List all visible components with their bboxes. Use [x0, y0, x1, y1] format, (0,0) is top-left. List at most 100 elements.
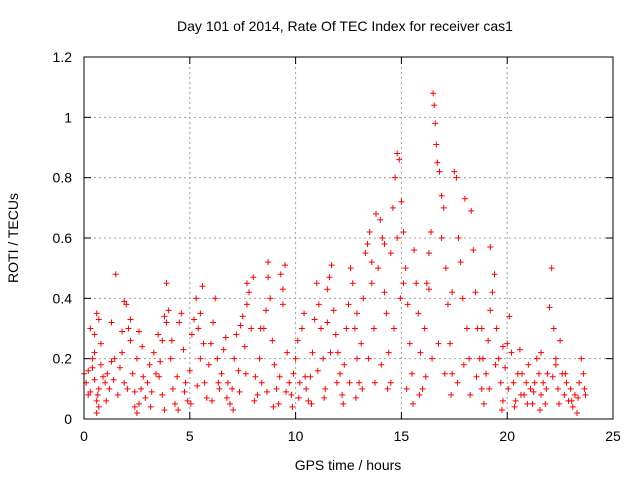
data-point: [394, 235, 401, 241]
data-point: [433, 141, 440, 148]
data-point: [322, 385, 329, 392]
data-point: [435, 340, 442, 347]
x-tick-label: 5: [186, 428, 194, 444]
data-point: [430, 90, 437, 97]
data-point: [487, 307, 494, 314]
data-point: [205, 361, 212, 368]
data-point: [121, 379, 128, 386]
x-tick-label: 0: [80, 428, 88, 444]
data-point: [353, 355, 360, 362]
data-point: [538, 391, 545, 398]
x-tick-label: 25: [605, 428, 621, 444]
data-point: [491, 271, 498, 278]
data-point: [387, 250, 394, 257]
data-point: [377, 216, 384, 223]
data-point: [140, 373, 147, 380]
data-point: [428, 228, 435, 235]
data-point: [155, 331, 162, 338]
data-point: [365, 355, 372, 362]
data-point: [410, 400, 417, 407]
data-point: [581, 385, 588, 392]
data-point: [123, 301, 130, 308]
data-point: [224, 379, 231, 386]
data-point: [408, 370, 415, 377]
data-point: [568, 397, 575, 404]
data-point: [546, 304, 553, 311]
data-point: [470, 247, 477, 254]
data-point: [397, 295, 404, 302]
data-point: [305, 397, 312, 404]
data-point: [498, 406, 505, 413]
data-point: [258, 379, 265, 386]
data-point: [483, 370, 490, 377]
data-point: [252, 373, 259, 380]
data-point: [317, 325, 324, 332]
data-point: [182, 379, 189, 386]
data-point: [394, 150, 401, 157]
data-point: [400, 280, 407, 287]
data-point: [453, 174, 460, 181]
data-point: [265, 259, 272, 266]
data-point: [262, 307, 269, 314]
data-point: [279, 301, 286, 308]
data-point: [523, 379, 530, 386]
y-tick-label: 0.4: [53, 290, 73, 306]
data-point: [108, 358, 115, 365]
data-point: [273, 385, 280, 392]
data-point: [326, 274, 333, 281]
chart-title: Day 101 of 2014, Rate Of TEC Index for r…: [177, 18, 513, 34]
data-point: [271, 361, 278, 368]
data-point: [370, 325, 377, 332]
data-point: [461, 195, 468, 202]
data-point: [422, 373, 429, 380]
x-tick-label: 15: [394, 428, 410, 444]
data-point: [91, 349, 98, 356]
data-point: [569, 403, 576, 410]
data-point: [108, 319, 115, 326]
data-point: [432, 120, 439, 127]
plot-frame: [83, 56, 614, 420]
data-point: [383, 310, 390, 317]
data-point: [265, 274, 272, 281]
data-point: [479, 355, 486, 362]
data-point: [237, 322, 244, 329]
data-point: [425, 250, 432, 257]
data-point: [93, 409, 100, 416]
data-point: [552, 361, 559, 368]
data-point: [550, 325, 557, 332]
data-point: [580, 370, 587, 377]
data-point: [364, 241, 371, 248]
data-point: [499, 343, 506, 350]
data-point: [150, 349, 157, 356]
data-point: [413, 280, 420, 287]
data-point: [379, 235, 386, 241]
data-point: [174, 373, 181, 380]
data-point: [171, 400, 178, 407]
data-point: [119, 349, 126, 356]
data-point: [133, 409, 140, 416]
data-point: [222, 334, 229, 341]
data-point: [320, 355, 327, 362]
data-point: [508, 349, 515, 356]
data-point: [103, 397, 110, 404]
data-point: [525, 361, 532, 368]
data-points: [81, 90, 589, 416]
data-point: [214, 355, 221, 362]
data-point: [87, 388, 94, 395]
data-point: [181, 388, 188, 395]
data-point: [360, 295, 367, 302]
data-point: [127, 316, 134, 323]
data-point: [416, 391, 423, 398]
data-point: [340, 400, 347, 407]
data-point: [431, 102, 438, 109]
data-point: [161, 313, 168, 320]
data-point: [89, 355, 96, 362]
data-point: [146, 361, 153, 368]
data-point: [404, 301, 411, 308]
data-point: [529, 400, 536, 407]
data-point: [89, 364, 96, 371]
data-point: [362, 250, 369, 257]
data-point: [390, 325, 397, 332]
data-point: [543, 385, 550, 392]
data-point: [480, 400, 487, 407]
